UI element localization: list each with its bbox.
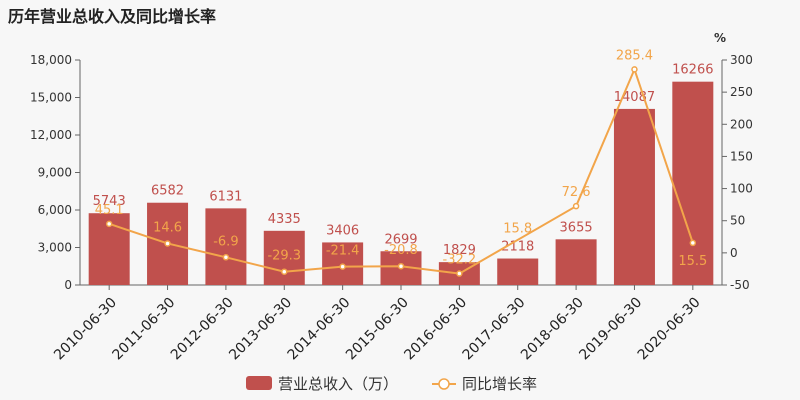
line-value-label: -6.9 (213, 234, 238, 249)
y-right-tick-label: 250 (730, 85, 753, 99)
line-value-label: 15.8 (503, 222, 532, 237)
y-right-tick-label: -50 (730, 278, 750, 292)
bar-value-label: 3406 (326, 223, 359, 238)
y-right-tick-label: 300 (730, 53, 753, 67)
y-left-tick-label: 0 (64, 278, 72, 292)
growth-rate-point (572, 202, 580, 210)
growth-rate-point (397, 262, 405, 270)
bar-value-label: 16266 (672, 63, 713, 78)
bar-value-label: 1829 (443, 243, 476, 258)
bar-value-label: 6582 (151, 184, 184, 199)
line-value-label: -32.2 (443, 253, 477, 268)
bar (613, 108, 655, 285)
line-value-label: -29.3 (267, 249, 301, 264)
x-tick-label: 2020-06-30 (635, 295, 704, 364)
bar (263, 230, 305, 285)
growth-rate-point (631, 66, 638, 73)
line-value-label: 285.4 (616, 48, 653, 63)
bar-value-label: 5743 (93, 194, 126, 209)
line-value-label: -21.4 (326, 244, 360, 259)
bar-value-label: 4335 (268, 212, 301, 227)
bar-value-label: 6131 (209, 189, 242, 204)
growth-rate-point (689, 239, 697, 247)
line-value-label: 14.6 (153, 220, 182, 235)
y-right-tick-label: 150 (730, 149, 753, 163)
y-right-unit-label: % (714, 31, 726, 45)
chart-title: 历年营业总收入及同比增长率 (8, 7, 217, 26)
y-left-tick-label: 15,000 (30, 91, 72, 105)
y-left-tick-label: 12,000 (30, 128, 72, 142)
y-left-tick-label: 6,000 (38, 203, 72, 217)
bar-value-label: 2118 (501, 240, 534, 255)
growth-rate-point (222, 254, 230, 261)
y-right-tick-label: 50 (730, 214, 745, 228)
bar (672, 81, 714, 285)
bar-value-label: 3655 (560, 220, 593, 235)
y-left-tick-label: 3,000 (38, 241, 72, 255)
line-value-label: 15.5 (678, 254, 707, 269)
y-right-tick-label: 200 (730, 117, 753, 131)
growth-rate-line (108, 66, 694, 275)
growth-rate-point (164, 240, 171, 247)
legend-bar-swatch (246, 376, 272, 390)
legend-line-marker (438, 378, 450, 390)
y-right-tick-label: 0 (730, 246, 738, 260)
y-right-tick-label: 100 (730, 182, 753, 196)
line-value-label: 45.1 (95, 203, 124, 218)
growth-rate-point (456, 270, 463, 277)
line-value-label: -20.8 (384, 243, 418, 258)
bar (205, 208, 247, 285)
y-left-tick-label: 9,000 (38, 166, 72, 180)
growth-rate-point (105, 220, 113, 228)
growth-rate-point (281, 268, 288, 275)
line-value-label: 72.6 (562, 185, 591, 200)
growth-rate-point (339, 263, 346, 270)
bar (497, 258, 539, 285)
bar-value-label: 2699 (384, 232, 417, 247)
legend-bar-label: 营业总收入（万） (278, 375, 398, 393)
legend-line-label: 同比增长率 (462, 375, 537, 393)
y-left-tick-label: 18,000 (30, 53, 72, 67)
bar (555, 239, 597, 285)
